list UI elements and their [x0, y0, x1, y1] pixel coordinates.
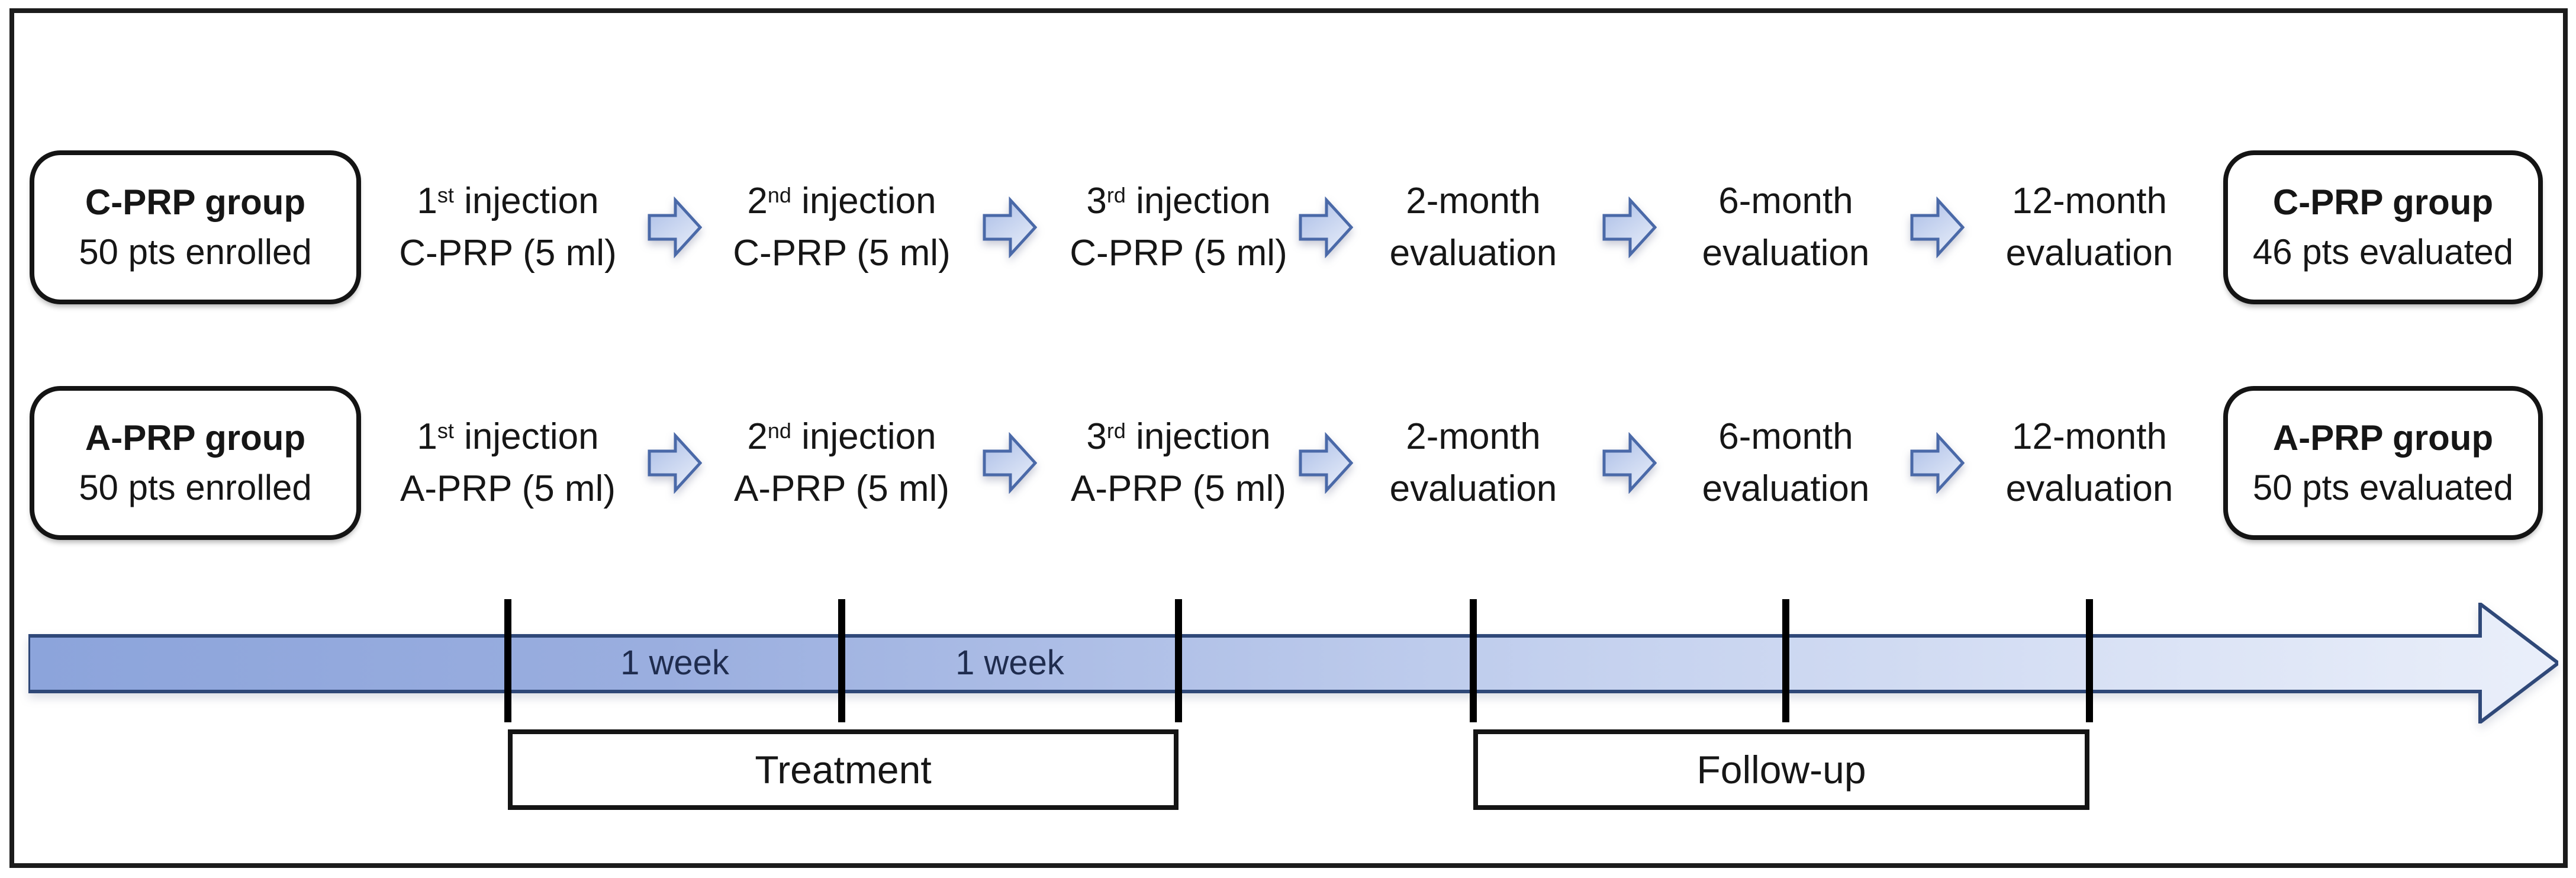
cprp-enrolled-box: C-PRP group 50 pts enrolled — [30, 150, 361, 304]
group-title: A-PRP group — [2272, 418, 2494, 458]
aprp-enrolled-box: A-PRP group 50 pts enrolled — [30, 386, 361, 540]
step-injection-3: 3rd injection A-PRP (5 ml) — [1036, 386, 1321, 540]
step-line2: A-PRP (5 ml) — [733, 468, 949, 509]
step-line2: evaluation — [1389, 468, 1557, 509]
group-subtitle: 50 pts evaluated — [2252, 468, 2514, 507]
week-interval-label-1: 1 week — [620, 644, 729, 682]
group-title: A-PRP group — [85, 418, 306, 458]
step-line2: evaluation — [1702, 233, 1870, 274]
step-evaluation-12month: 12-month evaluation — [1947, 386, 2232, 540]
step-line1: 1st injection — [417, 180, 599, 221]
timeline-tick-5 — [1782, 599, 1789, 722]
group-title: C-PRP group — [2272, 182, 2494, 222]
group-subtitle: 50 pts enrolled — [79, 468, 312, 507]
row-cprp: C-PRP group 50 pts enrolled 1st injectio… — [0, 150, 2576, 304]
step-line2: evaluation — [2005, 468, 2174, 509]
followup-phase-box: Follow-up — [1473, 729, 2089, 810]
timeline-tick-4 — [1470, 599, 1477, 722]
week-interval-label-2: 1 week — [955, 644, 1064, 682]
step-line1: 1st injection — [417, 416, 599, 457]
step-evaluation-12month: 12-month evaluation — [1947, 150, 2232, 304]
step-line1: 12-month — [2012, 416, 2167, 457]
step-line1: 2nd injection — [747, 416, 936, 457]
right-arrow-icon — [648, 432, 702, 494]
group-subtitle: 46 pts evaluated — [2252, 232, 2514, 272]
step-line1: 2-month — [1406, 180, 1541, 221]
step-evaluation-6month: 6-month evaluation — [1644, 386, 1928, 540]
step-line1: 2nd injection — [747, 180, 936, 221]
timeline-tick-6 — [2086, 599, 2093, 722]
step-injection-3: 3rd injection C-PRP (5 ml) — [1036, 150, 1321, 304]
step-line1: 6-month — [1718, 180, 1853, 221]
treatment-phase-label: Treatment — [755, 748, 932, 792]
step-injection-2: 2nd injection A-PRP (5 ml) — [700, 386, 984, 540]
timeline-tick-1 — [504, 599, 511, 722]
step-injection-2: 2nd injection C-PRP (5 ml) — [700, 150, 984, 304]
group-title: C-PRP group — [85, 182, 306, 222]
cprp-evaluated-box: C-PRP group 46 pts evaluated — [2223, 150, 2543, 304]
step-line2: C-PRP (5 ml) — [1070, 233, 1287, 274]
aprp-evaluated-box: A-PRP group 50 pts evaluated — [2223, 386, 2543, 540]
step-line2: evaluation — [1389, 233, 1557, 274]
step-line1: 12-month — [2012, 180, 2167, 221]
step-line2: A-PRP (5 ml) — [1070, 468, 1286, 509]
step-line2: C-PRP (5 ml) — [399, 233, 617, 274]
step-line1: 2-month — [1406, 416, 1541, 457]
step-injection-1: 1st injection C-PRP (5 ml) — [366, 150, 650, 304]
step-line2: C-PRP (5 ml) — [733, 233, 951, 274]
step-line2: evaluation — [2005, 233, 2174, 274]
step-line2: evaluation — [1702, 468, 1870, 509]
right-arrow-icon — [648, 197, 702, 258]
step-line1: 3rd injection — [1086, 416, 1271, 457]
row-aprp: A-PRP group 50 pts enrolled 1st injectio… — [0, 386, 2576, 540]
followup-phase-label: Follow-up — [1696, 748, 1866, 792]
treatment-phase-box: Treatment — [508, 729, 1178, 810]
step-evaluation-2month: 2-month evaluation — [1331, 150, 1615, 304]
step-line2: A-PRP (5 ml) — [400, 468, 616, 509]
step-line1: 6-month — [1718, 416, 1853, 457]
timeline-tick-2 — [838, 599, 845, 722]
timeline-tick-3 — [1175, 599, 1182, 722]
figure-border — [9, 8, 2568, 868]
right-arrow-icon — [983, 432, 1037, 494]
step-evaluation-6month: 6-month evaluation — [1644, 150, 1928, 304]
step-injection-1: 1st injection A-PRP (5 ml) — [366, 386, 650, 540]
step-line1: 3rd injection — [1086, 180, 1271, 221]
timeline-arrow — [28, 603, 2558, 723]
step-evaluation-2month: 2-month evaluation — [1331, 386, 1615, 540]
right-arrow-icon — [983, 197, 1037, 258]
group-subtitle: 50 pts enrolled — [79, 232, 312, 272]
